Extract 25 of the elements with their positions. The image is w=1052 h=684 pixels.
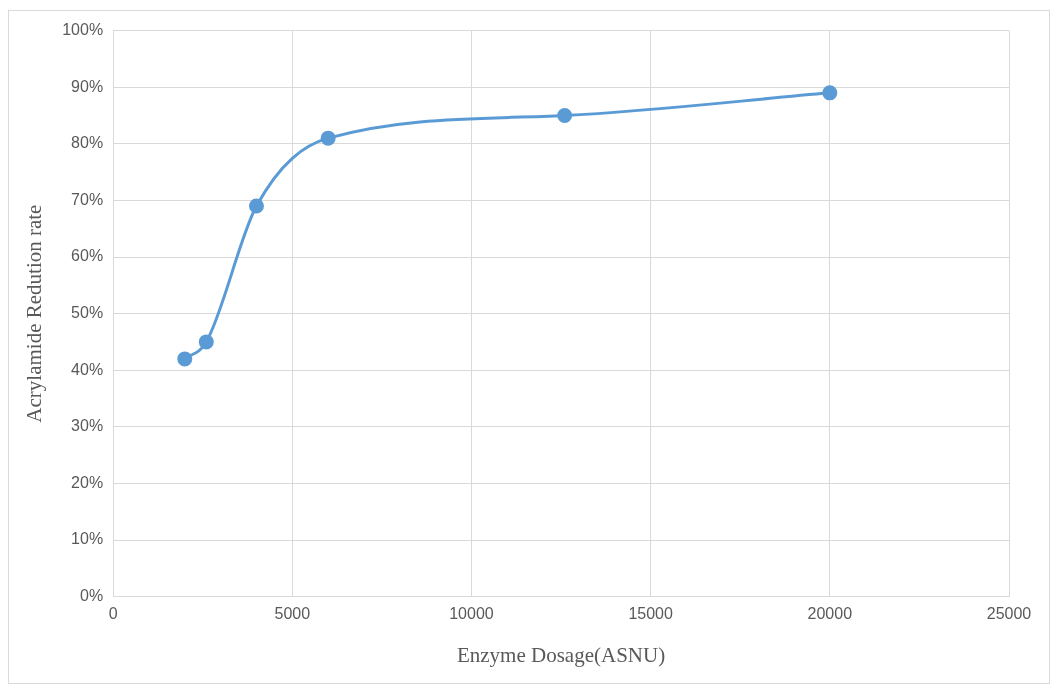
y-tick-label: 100% [62, 21, 104, 39]
y-tick-label: 70% [71, 190, 104, 208]
y-tick-label: 40% [71, 360, 104, 378]
y-tick-label: 20% [71, 473, 104, 491]
y-tick-label: 90% [71, 77, 104, 95]
x-tick-label: 25000 [986, 604, 1032, 622]
x-tick-label: 0 [108, 604, 118, 622]
point [320, 130, 336, 146]
x-tick-label: 5000 [274, 604, 311, 622]
x-axis-title: Enzyme Dosage(ASNU) [456, 642, 666, 667]
point [557, 108, 573, 123]
y-tick-label: 0% [80, 587, 104, 605]
y-tick-label: 60% [71, 247, 104, 265]
point [248, 198, 264, 214]
x-tick-label: 15000 [628, 604, 673, 622]
point [822, 85, 838, 101]
x-tick-label: 10000 [449, 604, 494, 622]
y-axis-title: Acrylamide Redution rate [22, 204, 47, 423]
point [198, 334, 214, 350]
y-tick-label: 50% [71, 304, 104, 322]
x-tick-label: 20000 [807, 604, 853, 622]
y-tick-label: 30% [71, 417, 104, 435]
y-tick-label: 10% [71, 530, 104, 548]
y-tick-label: 80% [71, 134, 104, 152]
point [177, 351, 193, 367]
